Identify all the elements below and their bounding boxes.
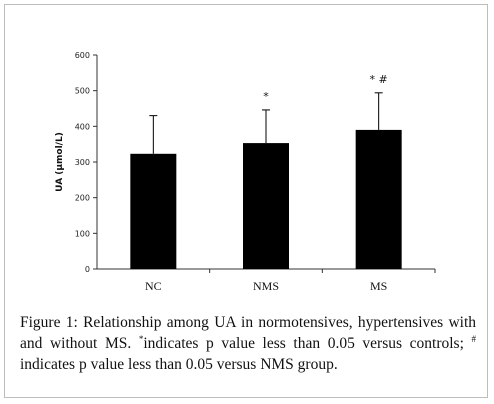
significance-mark: * #	[370, 73, 388, 86]
y-ticks: 0 100 200 300 400 500 600	[75, 51, 97, 274]
significance-marks: * * #	[263, 73, 388, 103]
caption-lead: Figure 1: Relationship among UA in normo…	[20, 314, 476, 352]
y-tick-label: 400	[75, 122, 90, 131]
caption-sup-asterisk: *	[138, 333, 144, 344]
x-tick-label: NMS	[253, 279, 279, 293]
bar	[130, 153, 177, 269]
error-bars	[149, 92, 383, 154]
caption-tail: indicates p value less than 0.05 versus …	[20, 356, 338, 373]
y-tick-label: 0	[85, 265, 90, 274]
bar	[355, 129, 402, 269]
x-tick-label: NC	[145, 279, 162, 293]
x-tick-labels: NC NMS MS	[145, 269, 436, 293]
y-axis-label: UA (μmol/L)	[55, 132, 65, 192]
caption-sup-hash: #	[471, 333, 477, 344]
y-tick-label: 200	[75, 194, 90, 203]
caption-mid: indicates p value less than 0.05 versus …	[143, 335, 472, 352]
x-tick-label: MS	[370, 279, 387, 293]
significance-mark: *	[263, 90, 269, 103]
y-tick-label: 100	[75, 229, 90, 238]
y-tick-label: 300	[75, 158, 90, 167]
figure-caption: Figure 1: Relationship among UA in normo…	[20, 312, 476, 375]
bar	[243, 143, 289, 269]
y-tick-label: 600	[75, 51, 90, 60]
bars	[130, 129, 402, 269]
y-tick-label: 500	[75, 87, 90, 96]
